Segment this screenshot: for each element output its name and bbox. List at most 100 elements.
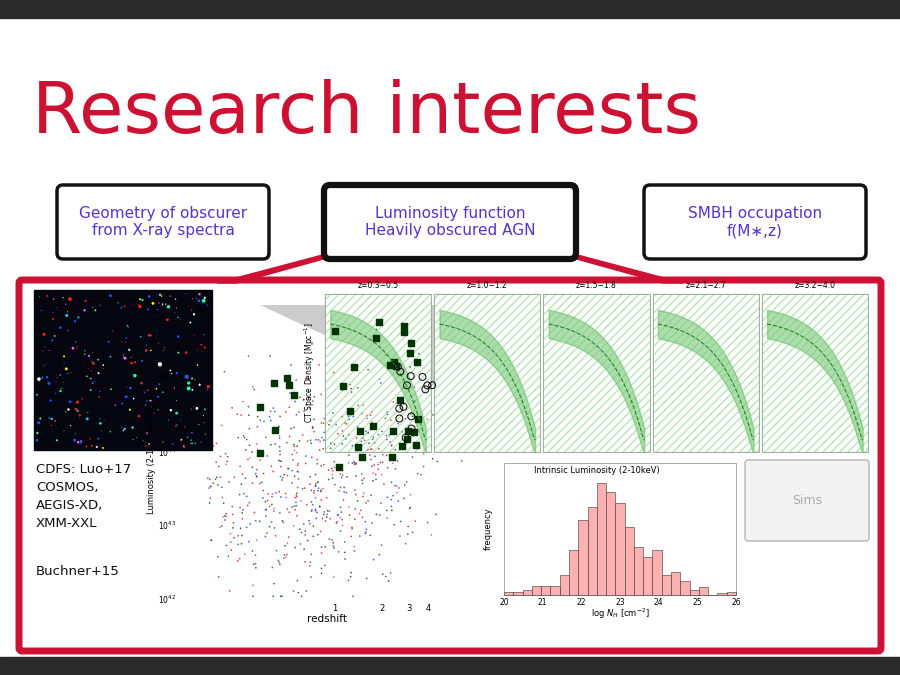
Point — [220, 456, 234, 466]
Point — [32, 292, 47, 302]
Point — [371, 459, 385, 470]
Point — [297, 544, 311, 555]
Point — [282, 532, 296, 543]
Point — [56, 292, 70, 303]
Point — [333, 468, 347, 479]
Point — [359, 497, 374, 508]
Point — [47, 294, 61, 304]
Point — [309, 492, 323, 503]
Text: z=2.1−2.7: z=2.1−2.7 — [685, 281, 726, 290]
Point — [288, 542, 302, 553]
Bar — [671, 572, 680, 595]
Point — [219, 459, 233, 470]
Point — [367, 437, 382, 448]
Point — [176, 441, 191, 452]
Point — [327, 543, 341, 554]
Point — [282, 463, 296, 474]
Point — [394, 398, 409, 409]
Point — [338, 547, 352, 558]
Point — [158, 342, 172, 353]
Point — [68, 428, 83, 439]
Point — [246, 591, 260, 601]
Point — [234, 539, 248, 549]
Point — [385, 458, 400, 468]
Point — [184, 438, 198, 449]
Point — [314, 485, 328, 495]
Point — [80, 413, 94, 424]
Point — [317, 413, 331, 424]
FancyBboxPatch shape — [644, 185, 866, 259]
Point — [180, 432, 194, 443]
Point — [77, 305, 92, 316]
Point — [351, 441, 365, 452]
Point — [258, 505, 273, 516]
Point — [245, 462, 259, 472]
Point — [345, 523, 359, 534]
Point — [306, 531, 320, 542]
Point — [355, 468, 369, 479]
Point — [206, 441, 220, 452]
Point — [392, 396, 407, 407]
Point — [235, 469, 249, 480]
Point — [188, 438, 202, 449]
Point — [73, 410, 87, 421]
Point — [167, 382, 182, 393]
Point — [384, 440, 399, 451]
Point — [30, 428, 44, 439]
Point — [274, 461, 288, 472]
Point — [395, 427, 410, 437]
Point — [408, 396, 422, 406]
Point — [410, 468, 425, 479]
Point — [354, 436, 368, 447]
Text: $10^{42}$: $10^{42}$ — [158, 594, 176, 606]
Point — [307, 414, 321, 425]
Point — [63, 294, 77, 304]
Point — [156, 299, 170, 310]
Point — [231, 432, 246, 443]
Text: 25: 25 — [692, 598, 702, 607]
Point — [287, 501, 302, 512]
Point — [227, 533, 241, 543]
Point — [227, 472, 241, 483]
Point — [325, 469, 339, 480]
Point — [372, 317, 386, 327]
Point — [273, 411, 287, 422]
Point — [150, 304, 165, 315]
Point — [182, 383, 196, 394]
Point — [356, 488, 371, 499]
Bar — [606, 492, 616, 595]
Point — [318, 541, 332, 552]
Point — [312, 360, 327, 371]
Point — [313, 526, 328, 537]
Point — [212, 572, 226, 583]
Point — [292, 406, 306, 417]
Text: Sims: Sims — [792, 493, 822, 506]
Point — [369, 509, 383, 520]
Point — [365, 434, 380, 445]
Point — [307, 485, 321, 496]
Bar — [717, 593, 726, 595]
Point — [337, 431, 351, 441]
Point — [90, 441, 104, 452]
Text: 20: 20 — [500, 598, 508, 607]
Point — [391, 456, 405, 466]
Point — [79, 300, 94, 310]
Bar — [434, 294, 540, 452]
Point — [288, 396, 302, 407]
Point — [304, 549, 319, 560]
Point — [404, 423, 419, 434]
Point — [364, 444, 379, 455]
Point — [242, 497, 256, 508]
Point — [248, 558, 263, 569]
Point — [364, 406, 379, 417]
Point — [307, 427, 321, 437]
Point — [309, 469, 323, 480]
Point — [248, 468, 263, 479]
Point — [394, 441, 409, 452]
Point — [405, 411, 419, 422]
Point — [269, 487, 284, 498]
Point — [184, 317, 198, 328]
Point — [389, 360, 403, 371]
Point — [292, 473, 306, 484]
Bar — [523, 591, 532, 595]
